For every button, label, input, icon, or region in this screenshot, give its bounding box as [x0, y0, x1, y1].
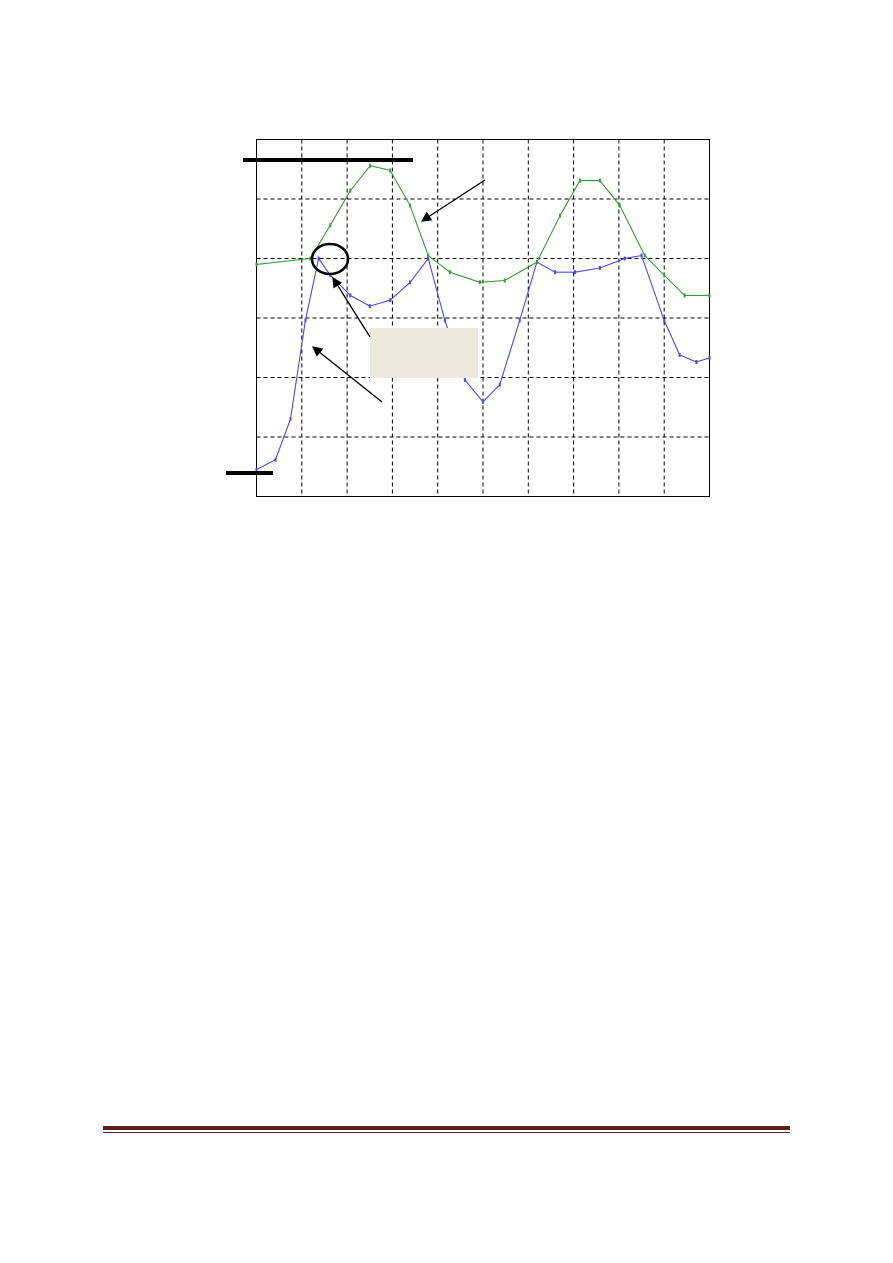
arrow-to-green-trace: [420, 179, 486, 222]
footer-rule-thin: [103, 1132, 790, 1133]
series-1-point: [304, 318, 307, 323]
series-1-point: [678, 352, 681, 357]
series-1-point: [274, 457, 277, 462]
series-2-point: [255, 262, 258, 267]
series-2-point: [409, 203, 412, 208]
series-2-point: [643, 253, 646, 258]
series-1-point: [598, 266, 601, 271]
series-2-point: [478, 280, 481, 285]
series-2-point: [559, 213, 562, 218]
series-1-point: [498, 382, 501, 387]
arrow-to-ellipse: [332, 276, 371, 338]
series-2-point: [389, 168, 392, 173]
annotation-label-box: [370, 328, 478, 378]
series-2-point: [663, 273, 666, 278]
upper-level-bar: [243, 158, 413, 162]
series-1-point: [349, 293, 352, 298]
series-1-point: [640, 253, 643, 258]
highlight-ellipse: [310, 242, 350, 276]
series-2-point: [309, 256, 312, 261]
series-2-point: [618, 203, 621, 208]
series-2-point: [448, 270, 451, 275]
series-1-point: [482, 399, 484, 404]
series-2-point: [369, 163, 372, 168]
series-1-point: [389, 298, 392, 303]
footer-rule-thick: [103, 1126, 790, 1130]
series-1-point: [518, 318, 521, 323]
series-2-point: [503, 278, 506, 283]
grid: [256, 139, 710, 497]
series-line-2: [256, 165, 710, 296]
series-2-point: [349, 188, 352, 193]
series-1-point: [368, 304, 371, 309]
series-1-point: [708, 355, 711, 360]
lower-level-bar: [226, 471, 273, 475]
series-2-point: [578, 178, 581, 183]
series-1-point: [289, 417, 292, 422]
series-1-point: [409, 280, 412, 285]
series-1-point: [663, 318, 666, 323]
series-1-point: [443, 318, 446, 323]
series-1-point: [427, 256, 430, 261]
plot-frame: [256, 139, 710, 497]
series-1-point: [463, 377, 466, 382]
series-group: [255, 163, 711, 472]
series-1-point: [573, 270, 576, 275]
arrow-to-blue-trace: [311, 346, 383, 403]
series-1-point: [695, 360, 698, 365]
series-2-point: [329, 223, 332, 228]
series-2-point: [598, 178, 601, 183]
series-2-point: [535, 260, 538, 265]
series-2-point: [683, 293, 686, 298]
series-line-1: [256, 254, 710, 471]
series-2-point: [427, 253, 430, 258]
series-1-point: [255, 467, 258, 472]
series-2-point: [708, 293, 711, 298]
series-1-point: [554, 270, 557, 275]
series-1-point: [317, 256, 320, 261]
series-1-point: [623, 256, 626, 261]
